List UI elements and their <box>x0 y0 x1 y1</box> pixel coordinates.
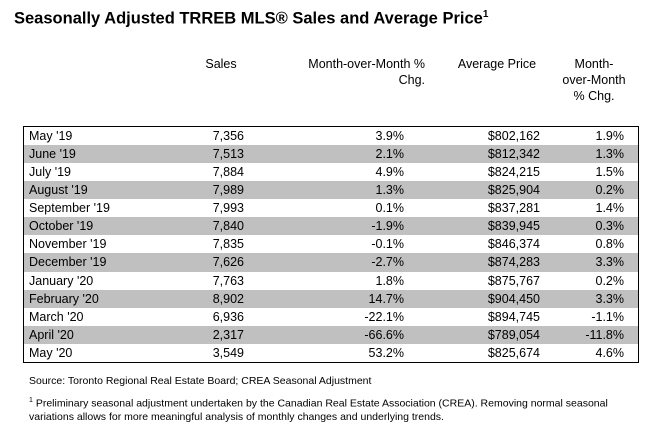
sales-change-cell: 14.7% <box>368 291 404 306</box>
sales-cell: 7,626 <box>212 255 244 270</box>
table-row: January '20 7,763 1.8% $875,767 0.2% <box>24 272 638 290</box>
month-cell: April '20 <box>29 327 74 342</box>
price-change-cell: 1.5% <box>595 165 625 180</box>
average-price-cell: $837,281 <box>487 201 540 216</box>
average-price-cell: $825,674 <box>487 345 540 360</box>
price-change-cell: -1.1% <box>591 309 624 324</box>
average-price-cell: $825,904 <box>487 183 540 198</box>
month-cell: March '20 <box>29 309 84 324</box>
sales-change-cell: 0.1% <box>375 201 405 216</box>
sales-cell: 7,356 <box>212 129 244 144</box>
month-cell: July '19 <box>29 165 71 180</box>
average-price-cell: $802,162 <box>487 129 540 144</box>
table-row: November '19 7,835 -0.1% $846,374 0.8% <box>24 235 638 253</box>
table-row: March '20 6,936 -22.1% $894,745 -1.1% <box>24 308 638 326</box>
sales-cell: 7,513 <box>212 147 244 162</box>
sales-change-cell: 2.1% <box>375 147 405 162</box>
price-change-cell: 0.2% <box>595 183 625 198</box>
month-cell: October '19 <box>29 219 94 234</box>
average-price-cell: $789,054 <box>487 327 540 342</box>
table-row: April '20 2,317 -66.6% $789,054 -11.8% <box>24 325 638 344</box>
sales-change-cell: 3.9% <box>375 129 405 144</box>
average-price-cell: $874,283 <box>487 255 540 270</box>
header-sales: Sales <box>205 57 237 71</box>
month-cell: August '19 <box>29 183 88 198</box>
table-row: October '19 7,840 -1.9% $839,945 0.3% <box>24 217 638 236</box>
average-price-cell: $894,745 <box>487 309 540 324</box>
price-change-cell: 0.2% <box>595 273 625 288</box>
month-cell: February '20 <box>29 291 99 306</box>
footnote: 1 Preliminary seasonal adjustment undert… <box>29 394 629 425</box>
average-price-cell: $875,767 <box>487 273 540 288</box>
sales-cell: 8,902 <box>212 291 244 306</box>
month-cell: November '19 <box>29 237 107 252</box>
sales-cell: 7,840 <box>212 219 244 234</box>
table-row: September '19 7,993 0.1% $837,281 1.4% <box>24 199 638 217</box>
page-title: Seasonally Adjusted TRREB MLS® Sales and… <box>14 9 488 29</box>
average-price-cell: $812,342 <box>487 147 540 162</box>
table-row: May '19 7,356 3.9% $802,162 1.9% <box>24 127 638 145</box>
sales-cell: 7,884 <box>212 165 244 180</box>
title-text: Seasonally Adjusted TRREB MLS® Sales and… <box>14 9 483 28</box>
footnote-mark: 1 <box>29 397 33 404</box>
sales-change-cell: 53.2% <box>368 345 404 360</box>
price-change-cell: 3.3% <box>595 255 625 270</box>
price-change-cell: -11.8% <box>585 327 624 342</box>
table-row: August '19 7,989 1.3% $825,904 0.2% <box>24 181 638 200</box>
month-cell: June '19 <box>29 147 76 162</box>
price-change-cell: 3.3% <box>595 291 625 306</box>
header-mom-sales: Month-over-Month % Chg. <box>308 57 425 87</box>
month-cell: May '19 <box>29 129 73 144</box>
sales-change-cell: 1.3% <box>375 183 405 198</box>
average-price-cell: $846,374 <box>487 237 540 252</box>
price-change-cell: 0.3% <box>595 219 625 234</box>
average-price-cell: $839,945 <box>487 219 540 234</box>
month-cell: May '20 <box>29 345 73 360</box>
price-change-cell: 1.9% <box>595 129 625 144</box>
price-change-cell: 0.8% <box>595 237 625 252</box>
sales-cell: 7,835 <box>212 237 244 252</box>
month-cell: December '19 <box>29 255 107 270</box>
sales-cell: 3,549 <box>212 345 244 360</box>
average-price-cell: $824,215 <box>487 165 540 180</box>
sales-change-cell: -22.1% <box>364 309 404 324</box>
month-cell: September '19 <box>29 201 110 216</box>
sales-cell: 7,993 <box>212 201 244 216</box>
table-row: July '19 7,884 4.9% $824,215 1.5% <box>24 163 638 181</box>
table-row: June '19 7,513 2.1% $812,342 1.3% <box>24 145 638 164</box>
sales-cell: 7,989 <box>212 183 244 198</box>
average-price-cell: $904,450 <box>487 291 540 306</box>
sales-change-cell: -2.7% <box>371 255 404 270</box>
sales-change-cell: -1.9% <box>371 219 404 234</box>
price-change-cell: 1.3% <box>595 147 625 162</box>
sales-cell: 6,936 <box>212 309 244 324</box>
sales-table: May '19 7,356 3.9% $802,162 1.9% June '19 7,51… <box>23 126 639 363</box>
header-mom-price: Month-over-Month % Chg. <box>562 57 626 103</box>
sales-change-cell: -0.1% <box>371 237 404 252</box>
table-row: February '20 8,902 14.7% $904,450 3.3% <box>24 289 638 308</box>
sales-change-cell: 1.8% <box>375 273 405 288</box>
price-change-cell: 4.6% <box>595 345 625 360</box>
table-row: December '19 7,626 -2.7% $874,283 3.3% <box>24 253 638 272</box>
footnote-text: Preliminary seasonal adjustment undertak… <box>29 397 608 424</box>
price-change-cell: 1.4% <box>595 201 625 216</box>
header-average-price: Average Price <box>457 57 537 71</box>
table-row: May '20 3,549 53.2% $825,674 4.6% <box>24 344 638 362</box>
sales-change-cell: -66.6% <box>364 327 404 342</box>
title-footnote-mark: 1 <box>482 9 489 20</box>
sales-change-cell: 4.9% <box>375 165 405 180</box>
source-note: Source: Toronto Regional Real Estate Boa… <box>29 375 372 387</box>
sales-cell: 2,317 <box>212 327 244 342</box>
sales-cell: 7,763 <box>212 273 244 288</box>
month-cell: January '20 <box>29 273 94 288</box>
